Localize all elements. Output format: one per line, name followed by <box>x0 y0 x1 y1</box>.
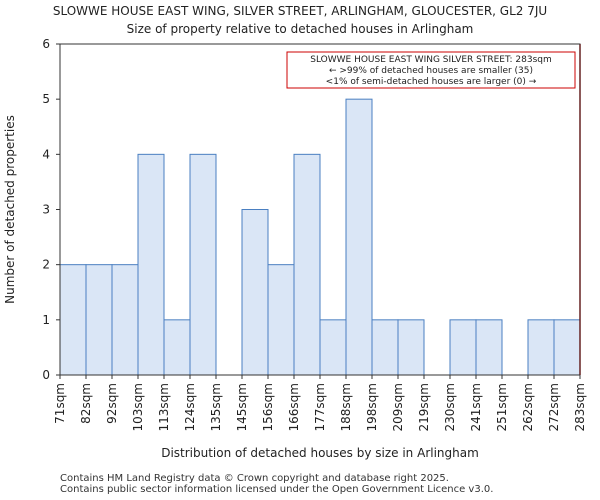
bar-241sqm <box>475 319 503 376</box>
x-tick-label-251sqm: 251sqm <box>495 383 509 431</box>
bar-103sqm <box>137 153 165 376</box>
x-axis-label: Distribution of detached houses by size … <box>161 446 479 460</box>
x-tick-label-92sqm: 92sqm <box>105 383 119 424</box>
x-tick-label-156sqm: 156sqm <box>261 383 275 431</box>
x-tick-label-166sqm: 166sqm <box>287 383 301 431</box>
footer-licence: Contains public sector information licen… <box>60 484 494 495</box>
chart-title: SLOWWE HOUSE EAST WING, SILVER STREET, A… <box>52 4 548 18</box>
y-axis-ticks: 0 1 2 3 4 5 6 <box>42 37 60 382</box>
annotation-border <box>286 51 576 89</box>
y-tick-label-6: 6 <box>42 37 50 51</box>
bar-124sqm <box>189 153 217 376</box>
bar-188sqm <box>345 98 373 376</box>
x-tick-label-262sqm: 262sqm <box>521 383 535 431</box>
x-tick-label-230sqm: 230sqm <box>443 383 457 431</box>
annotation-box: SLOWWE HOUSE EAST WING SILVER STREET: 28… <box>286 51 576 89</box>
x-tick-label-198sqm: 198sqm <box>365 383 379 431</box>
x-tick-label-209sqm: 209sqm <box>391 383 405 431</box>
bar-92sqm <box>111 264 139 376</box>
bar-198sqm <box>371 319 399 376</box>
y-tick-label-2: 2 <box>42 258 50 272</box>
x-tick-label-103sqm: 103sqm <box>131 383 145 431</box>
bar-113sqm <box>163 319 191 376</box>
x-tick-label-283sqm: 283sqm <box>573 383 587 431</box>
bar-230sqm <box>449 319 477 376</box>
bar-156sqm <box>267 264 295 376</box>
bar-177sqm <box>319 319 347 376</box>
bar-209sqm <box>397 319 425 376</box>
annotation-line-3: <1% of semi-detached houses are larger (… <box>326 77 537 87</box>
x-tick-label-82sqm: 82sqm <box>79 383 93 424</box>
bar-71sqm <box>59 264 87 376</box>
x-tick-label-124sqm: 124sqm <box>183 383 197 431</box>
x-tick-label-241sqm: 241sqm <box>469 383 483 431</box>
annotation-line-1: SLOWWE HOUSE EAST WING SILVER STREET: 28… <box>310 55 552 65</box>
y-tick-label-5: 5 <box>42 92 50 106</box>
y-tick-label-1: 1 <box>42 313 50 327</box>
bar-166sqm <box>293 153 321 376</box>
x-axis-ticks: 71sqm 82sqm 92sqm 103sqm 113sqm 124sqm 135sqm 1… <box>53 375 587 431</box>
x-tick-label-272sqm: 272sqm <box>547 383 561 431</box>
x-tick-label-113sqm: 113sqm <box>157 383 171 431</box>
y-tick-label-4: 4 <box>42 147 50 161</box>
chart-subtitle: Size of property relative to detached ho… <box>126 22 474 36</box>
annotation-line-2: ← >99% of detached houses are smaller (3… <box>329 66 533 76</box>
y-tick-label-0: 0 <box>42 368 50 382</box>
x-tick-label-188sqm: 188sqm <box>339 383 353 431</box>
bar-82sqm <box>85 264 113 376</box>
x-tick-label-71sqm: 71sqm <box>53 383 67 424</box>
x-tick-label-177sqm: 177sqm <box>313 383 327 431</box>
y-axis-label: Number of detached properties <box>3 115 17 304</box>
x-tick-label-145sqm: 145sqm <box>235 383 249 431</box>
y-tick-label-3: 3 <box>42 203 50 217</box>
bar-262sqm <box>527 319 555 376</box>
x-tick-label-219sqm: 219sqm <box>417 383 431 431</box>
bar-145sqm <box>241 209 269 376</box>
bar-272sqm <box>553 319 581 376</box>
footer-copyright: Contains HM Land Registry data © Crown c… <box>60 473 449 484</box>
plot-frame <box>59 43 581 376</box>
bars-group <box>59 98 581 376</box>
x-tick-label-135sqm: 135sqm <box>209 383 223 431</box>
